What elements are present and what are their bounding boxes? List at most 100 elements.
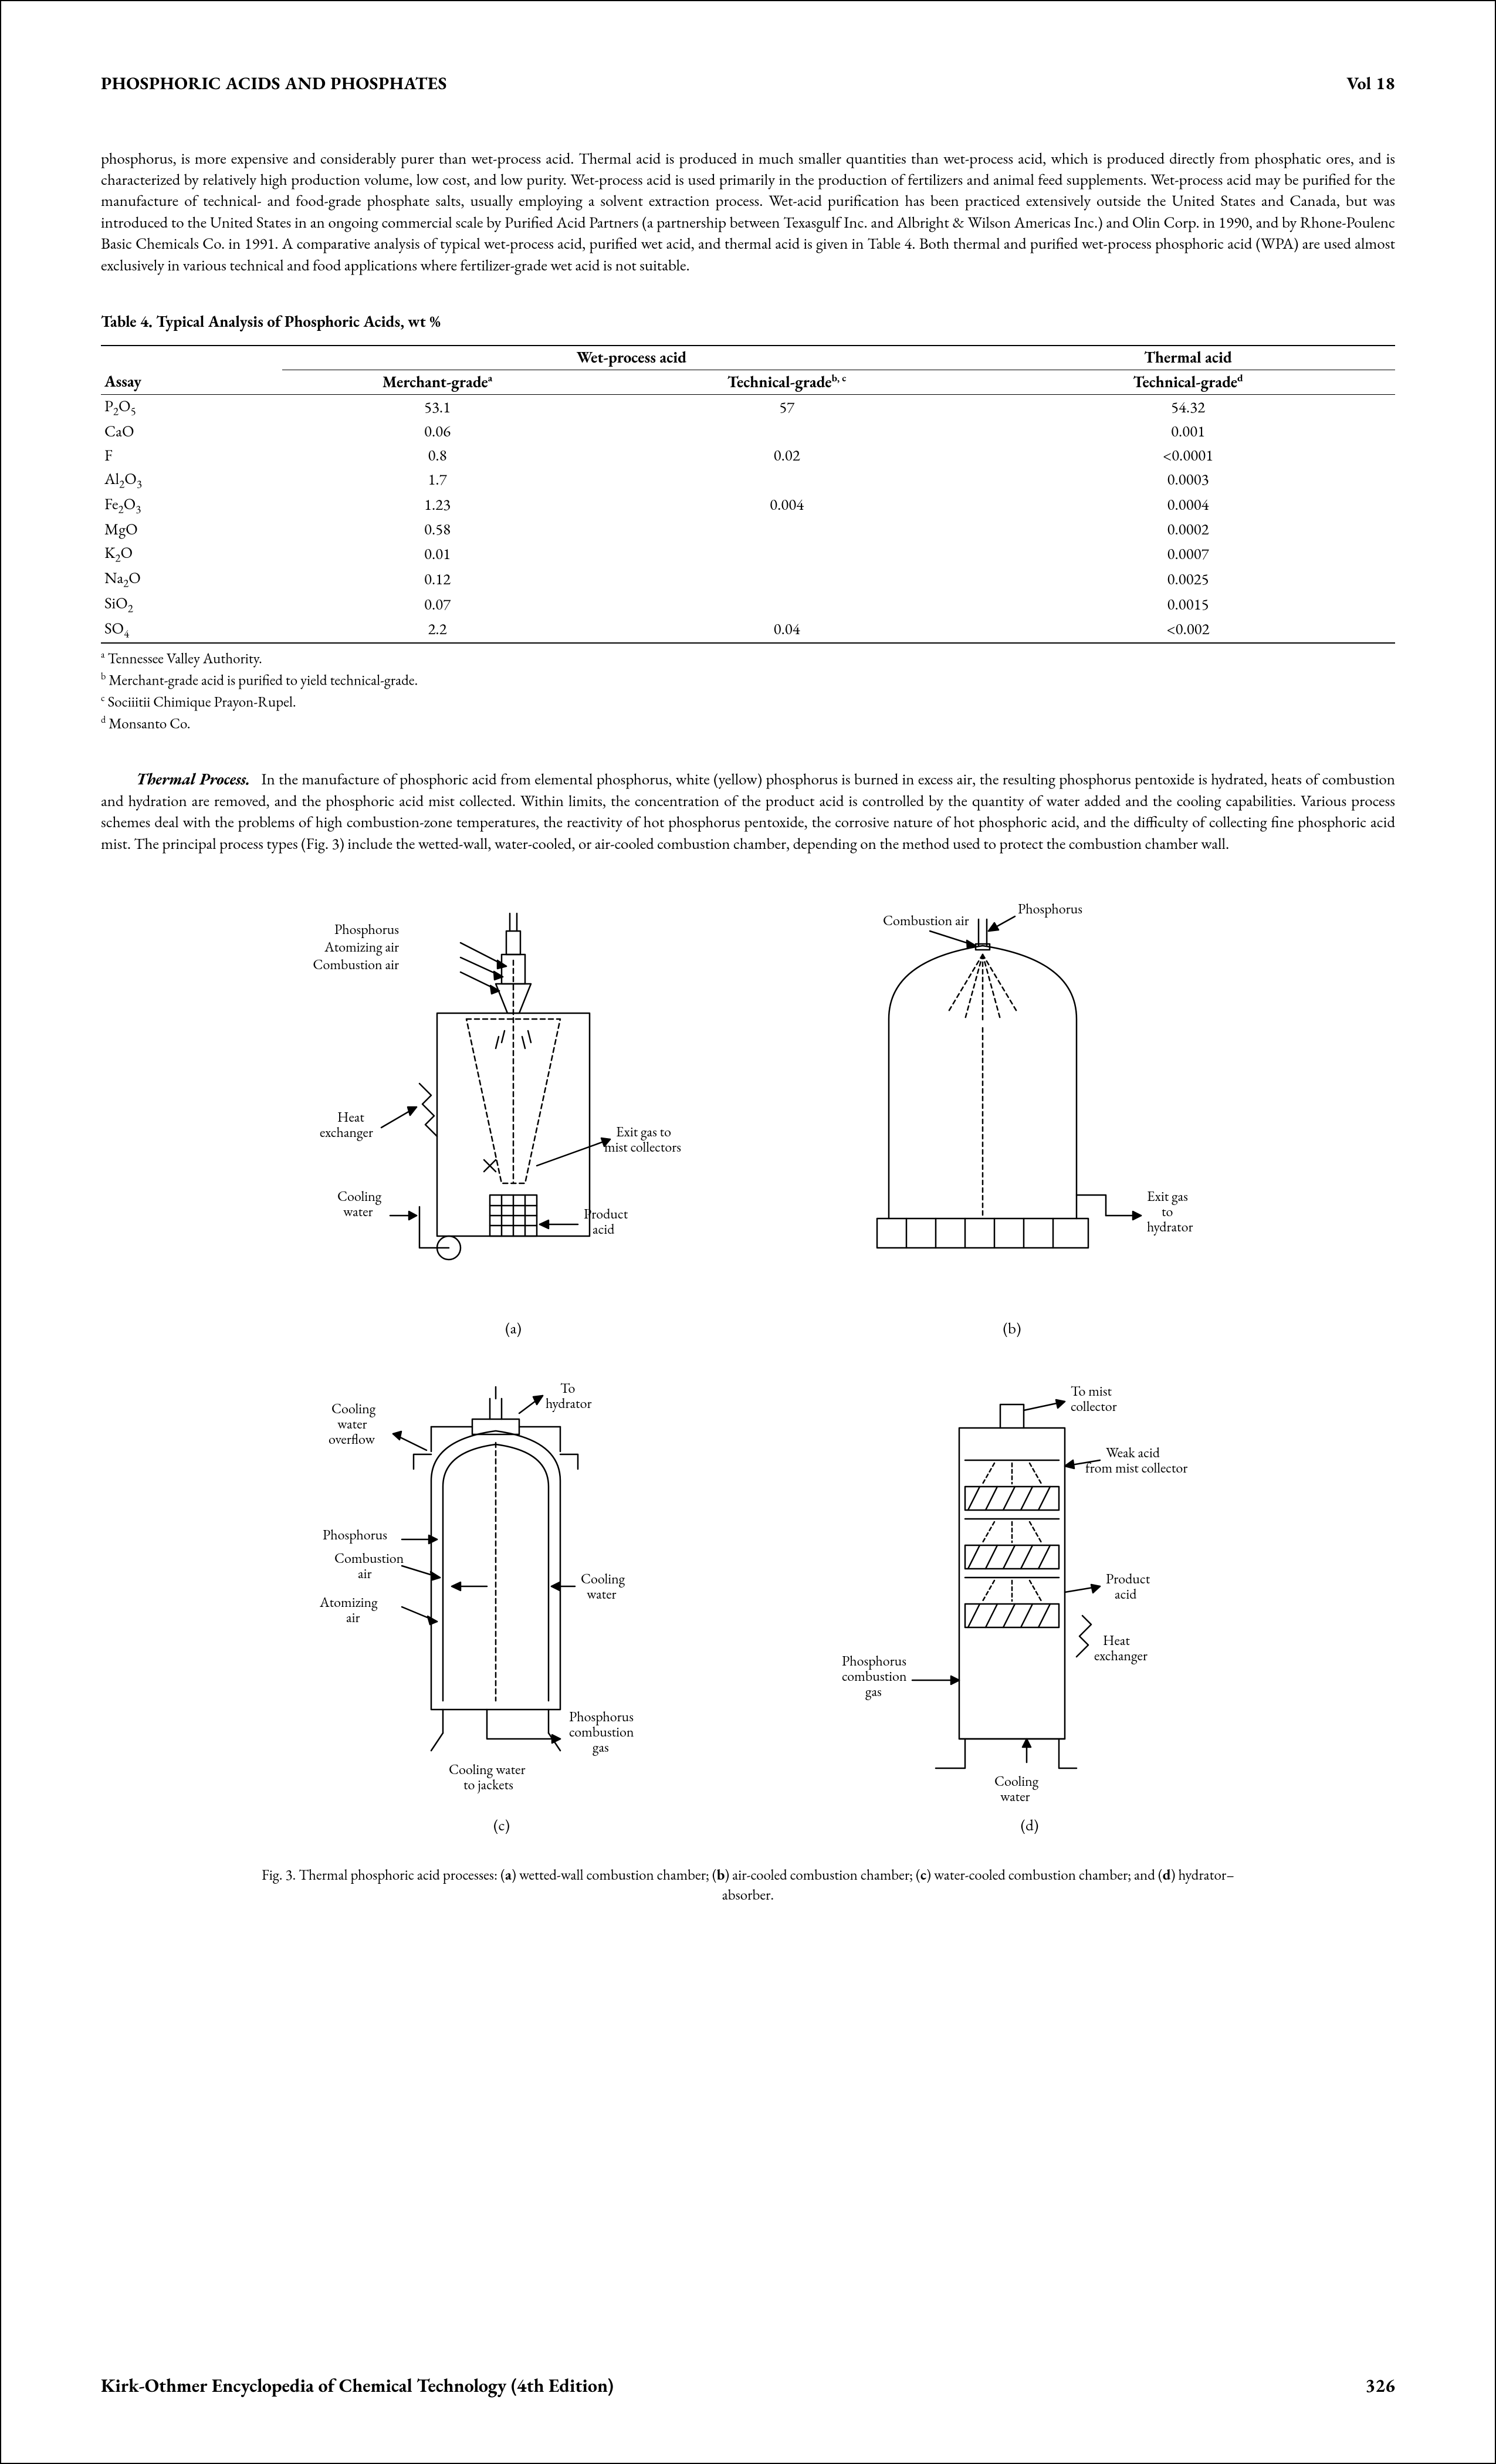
figure-caption: Fig. 3. Thermal phosphoric acid processe… xyxy=(249,1866,1247,1905)
assay-cell: Na2O xyxy=(101,567,282,592)
footer-left: Kirk-Othmer Encyclopedia of Chemical Tec… xyxy=(101,2373,614,2398)
intro-paragraph-block: phosphorus, is more expensive and consid… xyxy=(101,148,1395,277)
tech1-cell: 57 xyxy=(593,395,981,420)
col-merchant: Merchant-gradea xyxy=(282,370,593,395)
table-row: K2O0.01 0.0007 xyxy=(101,541,1395,567)
assay-cell: F xyxy=(101,444,282,468)
lbl-atomizing-air: Atomizing air xyxy=(324,938,399,956)
lbl-exit-gas-mist: Exit gas tomist collectors xyxy=(604,1123,681,1156)
figure-panel-b: Combustion air Phosphorus Exit gastohydr… xyxy=(813,890,1211,1351)
lbl-combustion-air-c: Combustionair xyxy=(334,1549,404,1583)
table-body: P2O553.15754.32CaO0.060.001F0.80.02<0.00… xyxy=(101,395,1395,643)
lbl-combustion-air: Combustion air xyxy=(313,956,399,974)
tech1-cell xyxy=(593,541,981,567)
col-assay: Assay xyxy=(101,370,282,395)
tech2-cell: 0.0015 xyxy=(981,592,1395,617)
thermal-heading: Thermal Process. xyxy=(136,769,250,790)
merchant-cell: 1.23 xyxy=(282,493,593,518)
lbl-phosphorus: Phosphorus xyxy=(334,920,399,939)
lbl-cooling-water-c: Coolingwater xyxy=(581,1570,625,1603)
table-row: CaO0.060.001 xyxy=(101,420,1395,444)
lbl-to-mist: To mistcollector xyxy=(1071,1382,1117,1416)
lbl-weak-acid: Weak acidfrom mist collector xyxy=(1085,1444,1187,1477)
diagram-a: Phosphorus Atomizing air Combustion air … xyxy=(285,890,742,1312)
assay-cell: Fe2O3 xyxy=(101,493,282,518)
assay-cell: Al2O3 xyxy=(101,468,282,493)
merchant-cell: 0.12 xyxy=(282,567,593,592)
thermal-text: In the manufacture of phosphoric acid fr… xyxy=(101,769,1395,854)
group-header-wet: Wet-process acid xyxy=(282,346,981,370)
table-row: P2O553.15754.32 xyxy=(101,395,1395,420)
merchant-cell: 0.07 xyxy=(282,592,593,617)
lbl-exit-gas-hydrator: Exit gastohydrator xyxy=(1147,1187,1193,1236)
runhead-left: PHOSPHORIC ACIDS AND PHOSPHATES xyxy=(101,72,447,96)
table-row: Al2O31.70.0003 xyxy=(101,468,1395,493)
lbl-atomizing-air-c: Atomizingair xyxy=(319,1593,378,1627)
tech2-cell: 0.0007 xyxy=(981,541,1395,567)
tech1-cell xyxy=(593,592,981,617)
figure-panel-c: Coolingwateroverflow Tohydrator Phosphor… xyxy=(255,1363,748,1848)
col-tech2: Technical-graded xyxy=(981,370,1395,395)
merchant-cell: 0.8 xyxy=(282,444,593,468)
tech1-cell xyxy=(593,420,981,444)
tech2-cell: 0.0003 xyxy=(981,468,1395,493)
panel-tag-b: (b) xyxy=(1003,1318,1021,1339)
lbl-phos-gas-d: Phosphoruscombustiongas xyxy=(842,1652,907,1701)
table-title: Table 4. Typical Analysis of Phosphoric … xyxy=(101,312,1395,333)
tech1-cell xyxy=(593,567,981,592)
tech2-cell: <0.0001 xyxy=(981,444,1395,468)
figure-panel-d: To mistcollector Weak acidfrom mist coll… xyxy=(818,1363,1241,1848)
lbl-to-hydrator: Tohydrator xyxy=(546,1379,591,1413)
lbl-product-acid-d: Productacid xyxy=(1106,1570,1150,1603)
table-row: SiO20.070.0015 xyxy=(101,592,1395,617)
lbl-cw-overflow: Coolingwateroverflow xyxy=(329,1400,376,1448)
lbl-phos-comb-gas: Phosphoruscombustiongas xyxy=(569,1708,634,1756)
panel-tag-a: (a) xyxy=(505,1318,522,1339)
lbl-heat-exch: Heatexchanger xyxy=(320,1108,373,1142)
assay-cell: SO4 xyxy=(101,617,282,643)
analysis-table: Wet-process acid Thermal acid Assay Merc… xyxy=(101,345,1395,644)
tech1-cell xyxy=(593,468,981,493)
group-header-thermal: Thermal acid xyxy=(981,346,1395,370)
thermal-paragraph-block: Thermal Process. In the manufacture of p… xyxy=(101,769,1395,855)
footer-right: 326 xyxy=(1365,2373,1395,2398)
lbl-product-acid: Productacid xyxy=(584,1205,628,1238)
merchant-cell: 0.01 xyxy=(282,541,593,567)
lbl-heat-exch-d: Heatexchanger xyxy=(1094,1632,1148,1665)
merchant-cell: 53.1 xyxy=(282,395,593,420)
tech2-cell: <0.002 xyxy=(981,617,1395,643)
assay-cell: P2O5 xyxy=(101,395,282,420)
diagram-c: Coolingwateroverflow Tohydrator Phosphor… xyxy=(255,1363,748,1809)
lbl-combustion-air-b: Combustion air xyxy=(883,912,969,930)
footnote: a Tennessee Valley Authority. xyxy=(101,648,1395,669)
tech1-cell xyxy=(593,518,981,541)
runhead-right: Vol 18 xyxy=(1346,72,1395,96)
tech1-cell: 0.02 xyxy=(593,444,981,468)
assay-cell: MgO xyxy=(101,518,282,541)
table-row: SO42.20.04<0.002 xyxy=(101,617,1395,643)
table-footnotes: a Tennessee Valley Authority.b Merchant-… xyxy=(101,648,1395,734)
table-row: Na2O0.12 0.0025 xyxy=(101,567,1395,592)
table-head: Wet-process acid Thermal acid Assay Merc… xyxy=(101,346,1395,395)
page-footer: Kirk-Othmer Encyclopedia of Chemical Tec… xyxy=(101,2373,1395,2398)
running-head: PHOSPHORIC ACIDS AND PHOSPHATES Vol 18 xyxy=(101,72,1395,96)
lbl-cw-jackets: Cooling waterto jackets xyxy=(449,1761,526,1794)
tech2-cell: 0.0004 xyxy=(981,493,1395,518)
diagram-d: To mistcollector Weak acidfrom mist coll… xyxy=(818,1363,1241,1809)
tech2-cell: 0.001 xyxy=(981,420,1395,444)
assay-cell: K2O xyxy=(101,541,282,567)
lbl-phosphorus-c: Phosphorus xyxy=(323,1526,387,1544)
table-row: Fe2O31.230.0040.0004 xyxy=(101,493,1395,518)
figure-row-2: Coolingwateroverflow Tohydrator Phosphor… xyxy=(101,1363,1395,1848)
diagram-b: Combustion air Phosphorus Exit gastohydr… xyxy=(813,890,1211,1312)
tech2-cell: 0.0025 xyxy=(981,567,1395,592)
lbl-phosphorus-b: Phosphorus xyxy=(1018,900,1082,918)
merchant-cell: 0.06 xyxy=(282,420,593,444)
col-tech1: Technical-gradeb, c xyxy=(593,370,981,395)
thermal-paragraph: Thermal Process. In the manufacture of p… xyxy=(101,769,1395,855)
tech1-cell: 0.04 xyxy=(593,617,981,643)
footnote: b Merchant-grade acid is purified to yie… xyxy=(101,670,1395,691)
footnote: c Sociiitii Chimique Prayon-Rupel. xyxy=(101,692,1395,712)
tech2-cell: 0.0002 xyxy=(981,518,1395,541)
figure-panel-a: Phosphorus Atomizing air Combustion air … xyxy=(285,890,742,1351)
